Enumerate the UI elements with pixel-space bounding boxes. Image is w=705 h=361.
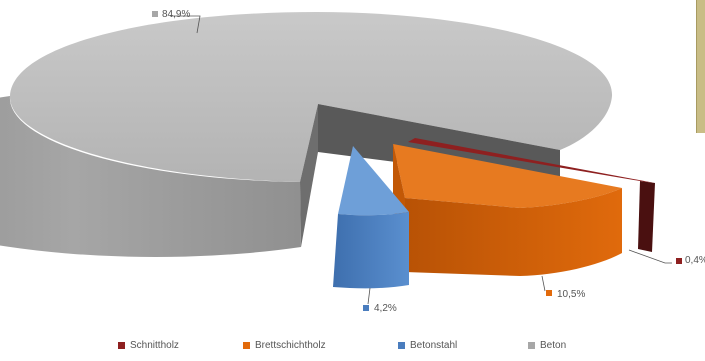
legend-label: Schnittholz	[130, 340, 179, 351]
slice-betonstahl-top	[338, 146, 409, 216]
leader-line-betonstahl	[367, 287, 371, 305]
legend-label: Betonstahl	[410, 340, 458, 351]
slice-brettschichtholz	[393, 144, 622, 276]
data-label-brettschichtholz: 10,5%	[557, 289, 585, 300]
legend-swatch	[398, 342, 405, 349]
data-label-beton: 84,9%	[162, 9, 190, 20]
data-label-betonstahl: 4,2%	[374, 303, 397, 314]
leader-line-beton	[170, 15, 201, 34]
data-label-schnittholz: 0,4%	[685, 255, 705, 266]
data-label-swatch-brettschichtholz	[546, 290, 552, 296]
legend-swatch	[528, 342, 535, 349]
slice-beton-inner-wall-left	[300, 104, 318, 247]
legend-item-schnittholz: Schnittholz	[118, 340, 179, 351]
slice-schnittholz-side	[638, 181, 655, 252]
leader-line-brettschichtholz	[541, 275, 546, 292]
legend-label: Beton	[540, 340, 567, 351]
legend-item-brettschichtholz: Brettschichtholz	[243, 340, 326, 351]
data-label-swatch-beton	[152, 11, 158, 17]
legend-item-beton: Beton	[528, 340, 566, 351]
slice-brettschichtholz-top	[393, 144, 622, 208]
slice-schnittholz	[408, 138, 655, 252]
legend: Schnittholz Brettschichtholz Betonstahl Bet…	[0, 340, 705, 358]
legend-swatch	[118, 342, 125, 349]
legend-swatch	[243, 342, 250, 349]
slice-schnittholz-top	[408, 138, 655, 183]
leader-line-schnittholz	[628, 249, 672, 264]
legend-item-betonstahl: Betonstahl	[398, 340, 457, 351]
side-panel-edge	[696, 0, 705, 133]
slice-brettschichtholz-front	[405, 188, 622, 276]
slice-betonstahl	[333, 146, 409, 289]
slice-betonstahl-front	[333, 212, 409, 289]
slice-beton-top	[9, 12, 613, 182]
data-label-swatch-betonstahl	[363, 305, 369, 311]
slice-beton-side	[0, 96, 301, 257]
legend-label: Brettschichtholz	[255, 340, 326, 351]
data-label-swatch-schnittholz	[676, 258, 682, 264]
